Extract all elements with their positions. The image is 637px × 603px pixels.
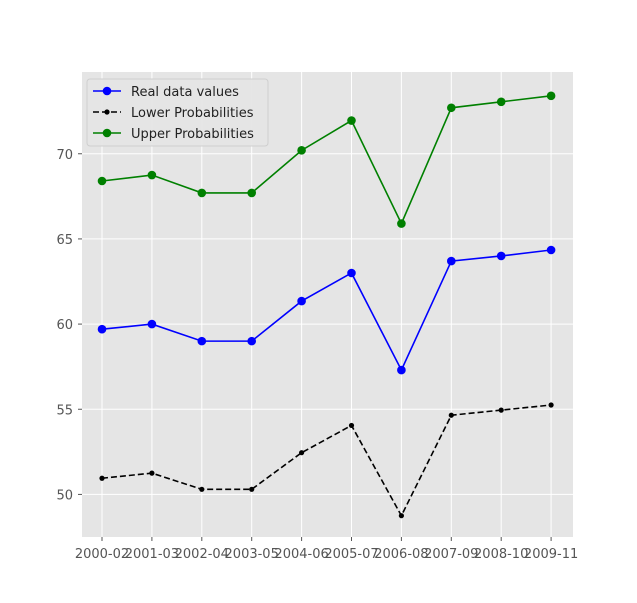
x-tick-label: 2003-05 bbox=[225, 547, 279, 562]
x-tick-label: 2007-09 bbox=[424, 547, 478, 562]
data-point bbox=[496, 251, 506, 261]
series-layer bbox=[97, 91, 556, 519]
legend-label: Upper Probabilities bbox=[131, 127, 254, 142]
data-point bbox=[347, 116, 356, 125]
y-axis: 50 55 60 65 70 bbox=[56, 148, 82, 503]
plot-background bbox=[82, 72, 573, 537]
series-line bbox=[101, 249, 552, 372]
data-point bbox=[447, 103, 456, 113]
data-point bbox=[397, 219, 406, 228]
x-tick-label: 2001-03 bbox=[125, 547, 179, 562]
data-point bbox=[197, 336, 207, 346]
data-point bbox=[448, 412, 454, 418]
data-point bbox=[297, 146, 306, 155]
data-point bbox=[99, 475, 105, 481]
data-point bbox=[398, 513, 404, 519]
data-point bbox=[247, 188, 256, 198]
legend-box bbox=[86, 78, 269, 147]
legend-marker bbox=[102, 128, 112, 138]
data-point bbox=[147, 170, 157, 180]
x-tick-label: 2008-10 bbox=[474, 547, 528, 562]
series-upper-probabilities bbox=[97, 91, 556, 228]
legend-label: Real data values bbox=[131, 85, 239, 100]
legend: Real data values Lower Probabilities Upper… bbox=[86, 78, 269, 147]
x-tick-label: 2005-07 bbox=[324, 547, 378, 562]
data-point bbox=[348, 422, 355, 429]
y-tick-label: 55 bbox=[56, 403, 73, 418]
legend-entry: Real data values bbox=[93, 85, 239, 100]
data-point bbox=[147, 319, 157, 329]
legend-entry: Upper Probabilities bbox=[93, 127, 254, 142]
x-tick-label: 2009-11 bbox=[524, 547, 578, 562]
data-point bbox=[197, 188, 207, 198]
data-point bbox=[199, 486, 205, 492]
data-point bbox=[297, 296, 306, 306]
y-tick-label: 65 bbox=[56, 233, 73, 248]
x-tick-label: 2006-08 bbox=[374, 547, 428, 562]
legend-marker bbox=[104, 109, 110, 115]
x-axis: 2000-022001-032002-042003-052004-062005-… bbox=[75, 537, 578, 562]
series-lower-probabilities bbox=[99, 402, 554, 519]
data-point bbox=[548, 402, 554, 408]
grid-lines bbox=[82, 72, 573, 537]
data-point bbox=[249, 486, 255, 492]
x-tick-label: 2000-02 bbox=[75, 547, 129, 562]
series-line bbox=[101, 404, 552, 518]
data-point bbox=[498, 407, 504, 413]
data-point bbox=[397, 365, 406, 375]
data-point bbox=[496, 97, 506, 107]
legend-marker bbox=[102, 86, 112, 96]
data-point bbox=[97, 176, 107, 186]
data-point bbox=[546, 245, 556, 255]
y-tick-label: 60 bbox=[56, 318, 73, 333]
data-point bbox=[247, 336, 256, 346]
data-point bbox=[97, 324, 107, 334]
x-tick-label: 2002-04 bbox=[175, 547, 229, 562]
data-point bbox=[149, 470, 155, 476]
legend-label: Lower Probabilities bbox=[131, 106, 254, 121]
y-tick-label: 50 bbox=[56, 488, 73, 503]
x-tick-label: 2004-06 bbox=[274, 547, 328, 562]
data-point bbox=[299, 450, 305, 456]
legend-entry: Lower Probabilities bbox=[93, 106, 254, 121]
data-point bbox=[447, 256, 456, 266]
series-line bbox=[101, 95, 552, 226]
data-point bbox=[546, 91, 556, 101]
data-point bbox=[347, 268, 356, 278]
series-real-data-values bbox=[97, 245, 556, 375]
y-tick-label: 70 bbox=[56, 148, 73, 163]
